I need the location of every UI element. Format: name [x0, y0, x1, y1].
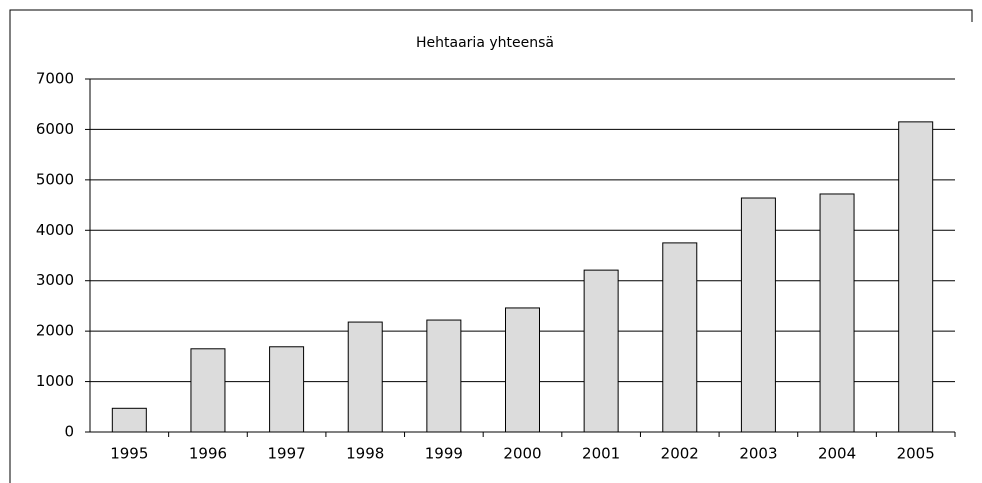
x-tick-label: 2002: [661, 445, 699, 463]
y-tick-label: 7000: [36, 70, 74, 88]
y-tick-label: 3000: [36, 271, 74, 289]
y-tick-label: 5000: [36, 170, 74, 188]
y-tick-label: 1000: [36, 372, 74, 390]
x-tick-label: 2001: [582, 445, 620, 463]
bar: [111, 407, 147, 433]
bar: [347, 321, 383, 433]
x-tick-label: 2000: [503, 445, 541, 463]
bar: [740, 197, 776, 433]
y-tick-label: 2000: [36, 322, 74, 340]
x-tick-label: 1995: [110, 445, 148, 463]
bar: [426, 319, 462, 433]
x-tick-label: 1998: [346, 445, 384, 463]
bar: [662, 242, 698, 433]
x-tick-label: 1997: [267, 445, 305, 463]
bar: [190, 348, 226, 433]
x-tick-label: 1996: [189, 445, 227, 463]
bar: [819, 193, 855, 433]
bar: [505, 307, 540, 433]
x-tick-label: 2004: [818, 445, 856, 463]
x-tick-label: 1999: [425, 445, 463, 463]
x-tick-label: 2005: [897, 445, 935, 463]
y-tick-label: 6000: [36, 120, 74, 138]
bar: [583, 269, 619, 433]
y-tick-label: 4000: [36, 221, 74, 239]
y-tick-label: 0: [64, 423, 74, 441]
bar: [269, 346, 305, 433]
x-tick-label: 2003: [739, 445, 777, 463]
chart-title: Hehtaaria yhteensä: [416, 35, 554, 51]
bar: [898, 121, 934, 433]
frame: [9, 9, 973, 483]
